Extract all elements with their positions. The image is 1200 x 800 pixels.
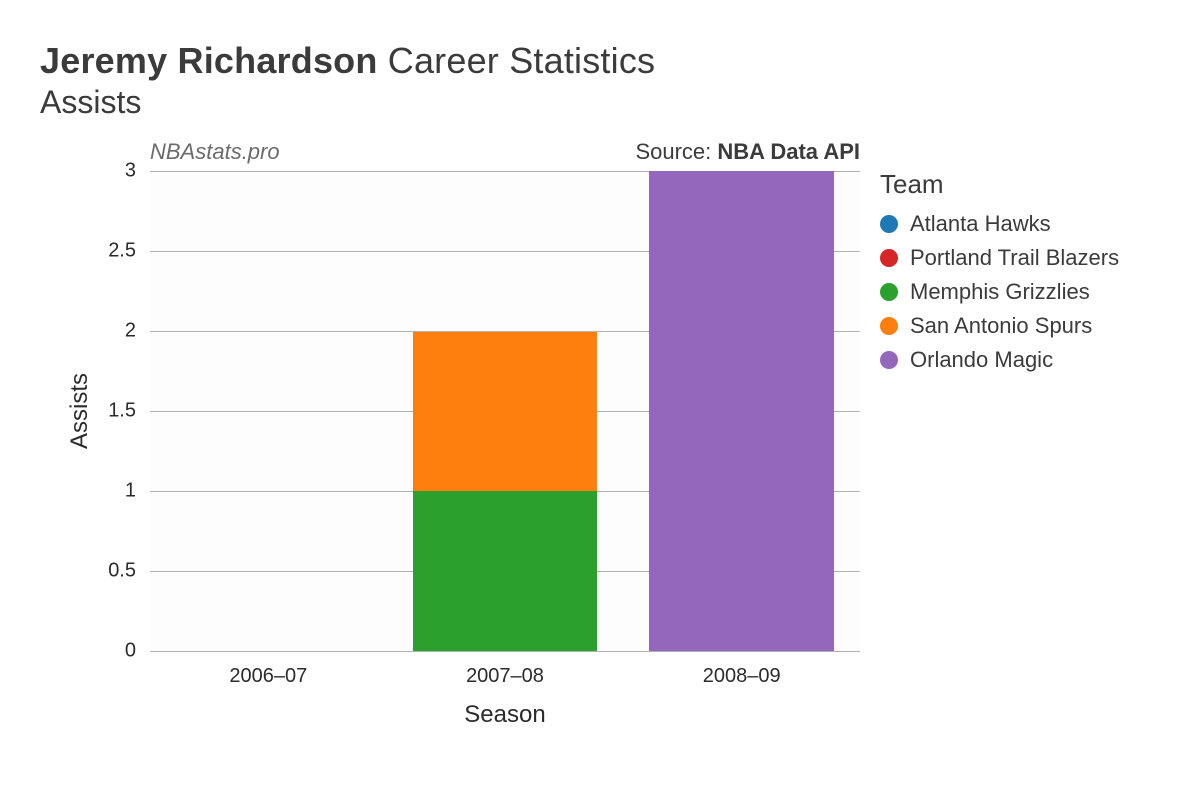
y-tick-label: 0 — [125, 640, 150, 663]
legend-label: Memphis Grizzlies — [910, 278, 1090, 306]
title-suffix: Career Statistics — [388, 40, 655, 81]
legend-swatch-icon — [880, 249, 898, 267]
source-name: NBA Data API — [717, 139, 860, 164]
legend: Team Atlanta Hawks Portland Trail Blazers… — [880, 169, 1119, 380]
legend-item-orlando_magic: Orlando Magic — [880, 346, 1119, 374]
chart-subtitle: Assists — [40, 84, 1160, 121]
legend-label: Portland Trail Blazers — [910, 244, 1119, 272]
bar-segment-san_antonio_spurs — [413, 332, 598, 491]
x-tick-label: 2007–08 — [466, 651, 544, 688]
y-tick-label: 0.5 — [108, 560, 150, 583]
bar-segment-memphis_grizzlies — [413, 491, 598, 651]
x-axis-title: Season — [464, 701, 545, 729]
legend-title: Team — [880, 169, 1119, 200]
x-tick-label: 2006–07 — [229, 651, 307, 688]
y-axis-title: Assists — [66, 335, 94, 411]
y-tick-label: 2.5 — [108, 240, 150, 263]
title-block: Jeremy Richardson Career Statistics Assi… — [40, 40, 1160, 121]
legend-label: Orlando Magic — [910, 346, 1053, 374]
x-tick-label: 2008–09 — [703, 651, 781, 688]
player-name: Jeremy Richardson — [40, 40, 378, 81]
legend-swatch-icon — [880, 351, 898, 369]
chart-zone: NBAstats.pro Source: NBA Data API Season… — [40, 141, 1140, 761]
y-tick-label: 2 — [125, 320, 150, 343]
legend-swatch-icon — [880, 215, 898, 233]
chart-title: Jeremy Richardson Career Statistics — [40, 40, 1160, 82]
legend-label: Atlanta Hawks — [910, 210, 1051, 238]
source-prefix: Source: — [635, 139, 717, 164]
legend-swatch-icon — [880, 283, 898, 301]
legend-label: San Antonio Spurs — [910, 312, 1092, 340]
legend-item-atlanta_hawks: Atlanta Hawks — [880, 210, 1119, 238]
legend-item-san_antonio_spurs: San Antonio Spurs — [880, 312, 1119, 340]
watermark-text: NBAstats.pro — [150, 139, 280, 165]
legend-swatch-icon — [880, 317, 898, 335]
legend-item-portland_trail_blazers: Portland Trail Blazers — [880, 244, 1119, 272]
legend-item-memphis_grizzlies: Memphis Grizzlies — [880, 278, 1119, 306]
plot-area: Season 00.511.522.532006–072007–082008–0… — [150, 171, 860, 651]
chart-container: Jeremy Richardson Career Statistics Assi… — [0, 0, 1200, 800]
source-attribution: Source: NBA Data API — [635, 139, 860, 165]
bar-segment-orlando_magic — [649, 171, 834, 651]
y-tick-label: 3 — [125, 160, 150, 183]
y-tick-label: 1.5 — [108, 400, 150, 423]
y-tick-label: 1 — [125, 480, 150, 503]
